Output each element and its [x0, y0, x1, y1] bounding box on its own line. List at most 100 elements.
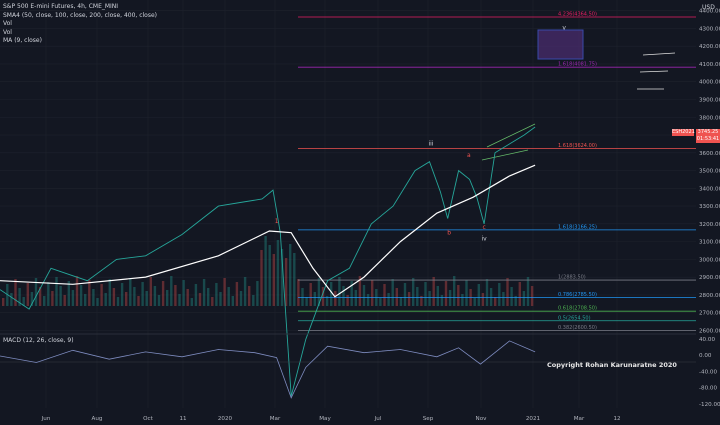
volume-bar	[313, 292, 316, 306]
volume-bar	[100, 284, 103, 306]
volume-bar	[96, 298, 99, 306]
x-tick-label: Mar	[270, 416, 281, 422]
volume-bar	[51, 291, 54, 306]
y-tick-label: 4400.00	[699, 9, 720, 15]
price-line	[0, 126, 536, 397]
time-axis[interactable]: Jun Aug Oct 11 2020 Mar May Jul Sep Nov 2021 Mar 12	[41, 416, 621, 422]
volume-bar	[407, 292, 411, 306]
volume-bar	[514, 296, 517, 306]
volume-bar	[416, 287, 419, 306]
volume-bar	[120, 283, 124, 306]
volume-bar	[26, 283, 29, 306]
volume-bar	[379, 298, 382, 306]
volume-bar	[2, 298, 5, 306]
x-tick-label: Aug	[92, 416, 103, 422]
macd-tick-label: -80.00	[699, 386, 717, 392]
volume-bar	[453, 276, 456, 306]
macd-tick-label: -120.00	[699, 402, 720, 408]
volume-bar	[211, 297, 214, 306]
ma-indicator-label[interactable]: MA (9, close)	[3, 37, 42, 45]
y-tick-label: 4200.00	[699, 44, 720, 50]
volume-bar	[182, 280, 185, 306]
volume-bar	[243, 277, 247, 306]
target-box[interactable]	[537, 29, 584, 60]
volume-bar	[10, 293, 13, 306]
volume-bar	[145, 291, 148, 306]
volume-bars	[2, 236, 534, 306]
volume-bar	[166, 290, 169, 306]
volume-bar	[518, 282, 521, 306]
volume-bar	[14, 279, 17, 306]
volume-bar	[256, 281, 259, 306]
volume-indicator-label-2[interactable]: Vol	[3, 28, 12, 36]
volume-bar	[428, 291, 431, 306]
volume-bar	[354, 290, 357, 306]
projection-lines	[637, 52, 676, 90]
currency-label: USD	[702, 4, 715, 11]
volume-bar	[498, 283, 501, 306]
chart-title: S&P 500 E-mini Futures, 4h, CME_MINI	[3, 3, 119, 10]
fib-label: 0.5(2654.50)	[558, 315, 591, 321]
volume-bar	[293, 253, 296, 306]
y-tick-label: 4100.00	[699, 62, 720, 68]
volume-bar	[362, 285, 366, 306]
volume-bar	[473, 298, 476, 306]
volume-bar	[71, 290, 75, 306]
volume-bar	[149, 277, 152, 306]
volume-bar	[366, 294, 370, 306]
volume-bar	[170, 276, 173, 306]
volume-bar	[284, 258, 288, 306]
volume-bar	[47, 282, 50, 306]
volume-bar	[18, 288, 21, 306]
volume-bar	[252, 295, 255, 306]
volume-bar	[30, 292, 34, 306]
x-tick-label: 12	[613, 416, 620, 422]
volume-bar	[88, 280, 91, 306]
volume-bar	[461, 294, 464, 306]
volume-bar	[137, 296, 140, 306]
y-tick-label: 3100.00	[699, 240, 720, 246]
last-price: 3745.25	[697, 129, 719, 135]
volume-indicator-label[interactable]: Vol	[3, 20, 12, 28]
volume-bar	[190, 298, 193, 306]
volume-bar	[371, 280, 374, 306]
volume-bar	[153, 286, 157, 306]
x-tick-label: 11	[179, 416, 187, 422]
volume-bar	[129, 278, 132, 306]
volume-bar	[530, 286, 534, 306]
volume-bar	[38, 287, 42, 306]
volume-bar	[432, 277, 435, 306]
volume-bar	[412, 278, 415, 306]
volume-bar	[198, 293, 202, 306]
symbol-tag: ESH2021	[672, 129, 695, 136]
y-tick-label: 3500.00	[699, 169, 720, 175]
wave-label: c	[482, 224, 485, 231]
trend-channel	[481, 123, 536, 161]
volume-bar	[481, 293, 485, 306]
y-tick-label: 2800.00	[699, 293, 720, 299]
y-tick-label: 3300.00	[699, 204, 720, 210]
y-tick-label: 3000.00	[699, 257, 720, 263]
volume-bar	[215, 283, 218, 306]
volume-bar	[268, 245, 271, 306]
macd-tick-label: -40.00	[699, 369, 717, 375]
sma-indicator-label[interactable]: SMA4 (50, close, 100, close, 200, close,…	[3, 11, 158, 19]
bar-countdown: 01:53:41	[696, 136, 720, 142]
volume-bar	[350, 281, 353, 306]
volume-bar	[297, 279, 300, 306]
volume-bar	[34, 278, 38, 306]
fib-label: 0.618(2708.50)	[558, 306, 597, 312]
volume-bar	[104, 293, 107, 306]
price-axis[interactable]: 2600.00 2700.00 2800.00 2900.00 3000.00 3100.…	[699, 9, 720, 335]
wave-label: 1	[275, 218, 279, 225]
y-tick-label: 3200.00	[699, 222, 720, 228]
volume-bar	[289, 244, 292, 306]
wave-label: a	[467, 152, 471, 159]
y-tick-label: 3900.00	[699, 97, 720, 103]
volume-bar	[465, 280, 468, 306]
volume-bar	[342, 286, 345, 306]
volume-bar	[448, 290, 452, 306]
volume-bar	[161, 281, 165, 306]
macd-label[interactable]: MACD (12, 26, close, 9)	[3, 337, 74, 344]
